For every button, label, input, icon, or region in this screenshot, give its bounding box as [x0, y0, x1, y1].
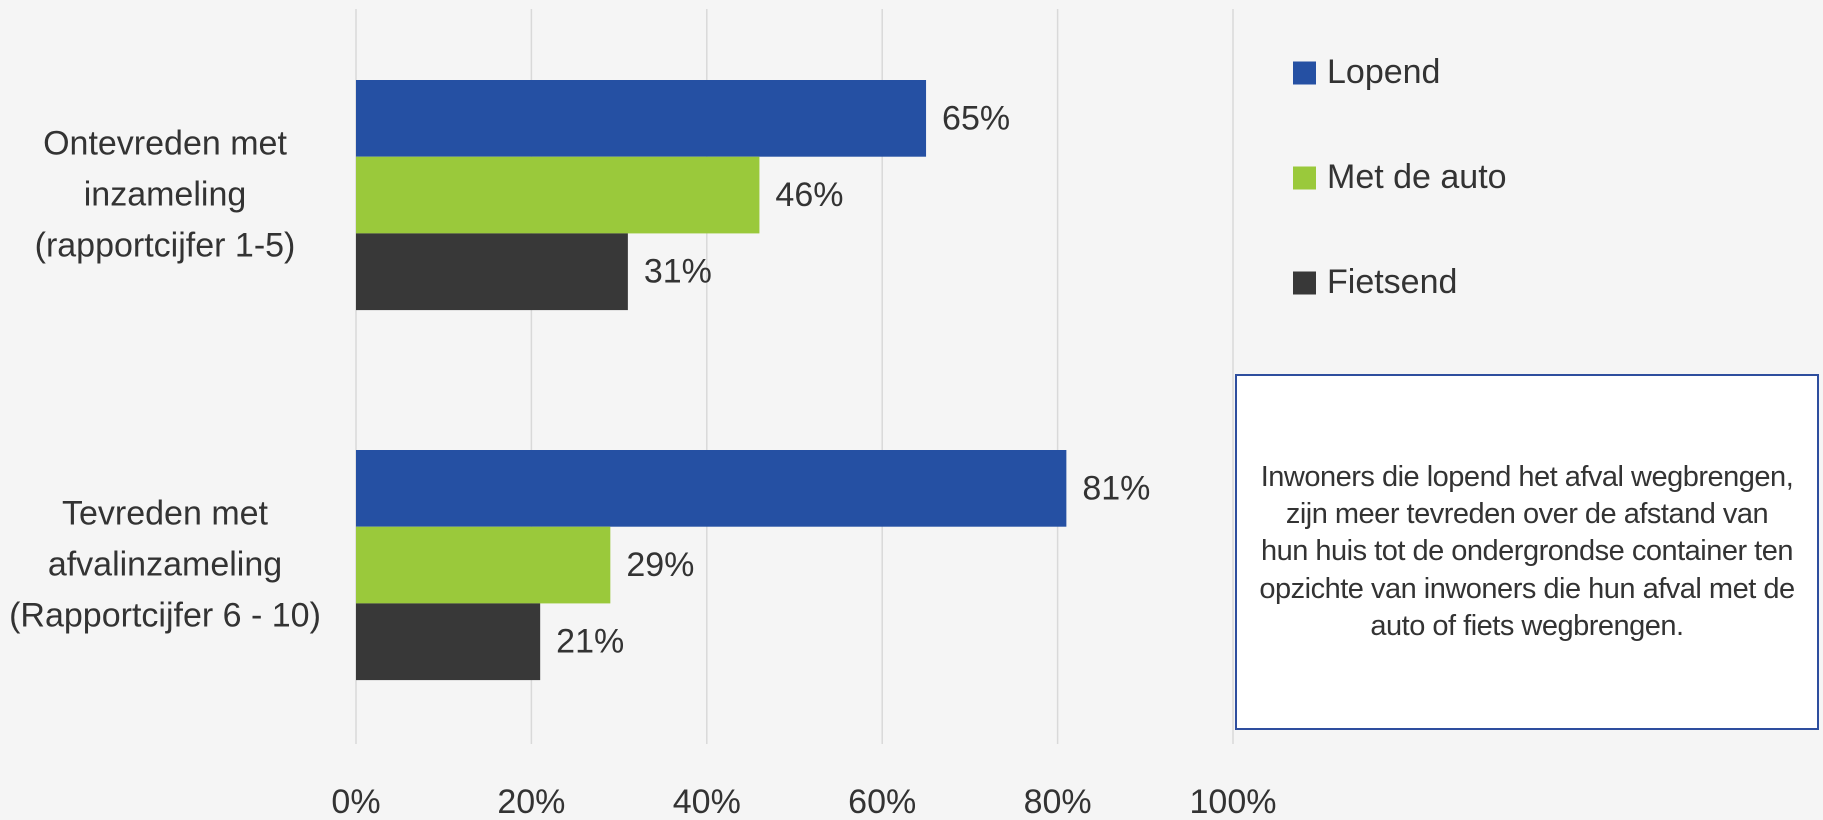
- data-label: 31%: [644, 253, 712, 291]
- category-label: Tevreden met afvalinzameling (Rapportcij…: [9, 494, 321, 635]
- data-label: 81%: [1082, 469, 1150, 507]
- bar: [356, 450, 1067, 527]
- bar: [356, 233, 628, 311]
- x-tick-label: 100%: [1190, 783, 1277, 820]
- data-label: 46%: [775, 176, 843, 214]
- x-tick-label: 40%: [673, 783, 741, 820]
- bar: [356, 156, 760, 234]
- bar: [356, 603, 541, 681]
- annotation: Inwoners die lopend het afval wegbrengen…: [1235, 374, 1819, 730]
- legend-label: Met de auto: [1327, 158, 1507, 196]
- legend-swatch: [1293, 166, 1316, 190]
- bar: [356, 526, 611, 604]
- data-label: 21%: [556, 623, 624, 661]
- legend-swatch: [1293, 61, 1316, 85]
- x-tick-label: 60%: [848, 783, 916, 820]
- legend-label: Fietsend: [1327, 263, 1457, 301]
- x-tick-label: 0%: [331, 783, 380, 820]
- bar: [356, 80, 927, 157]
- category-label: Ontevreden met inzameling (rapportcijfer…: [34, 124, 296, 265]
- legend-label: Lopend: [1327, 53, 1440, 91]
- legend-swatch: [1293, 271, 1316, 295]
- x-tick-label: 80%: [1024, 783, 1092, 820]
- data-label: 65%: [942, 99, 1010, 137]
- x-tick-label: 20%: [497, 783, 565, 820]
- data-label: 29%: [626, 546, 694, 584]
